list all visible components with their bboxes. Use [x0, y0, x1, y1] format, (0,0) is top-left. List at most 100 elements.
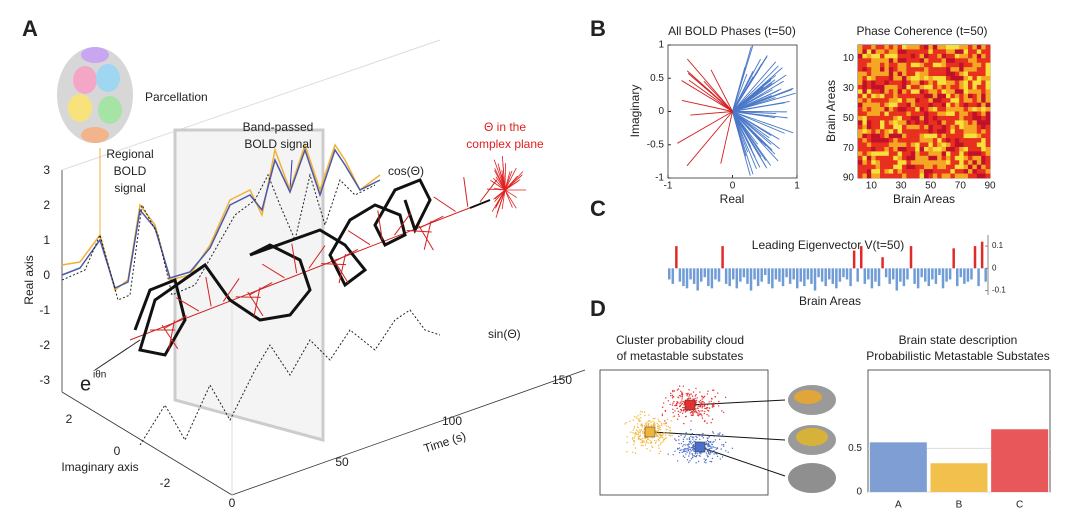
cloud-point-illustration — [689, 460, 691, 462]
heatmap-texture — [959, 169, 964, 174]
cloud-point-illustration — [699, 391, 701, 393]
heatmap-texture — [976, 58, 982, 64]
cloud-point-illustration — [643, 425, 646, 427]
heatmap-texture — [880, 138, 885, 143]
cloud-point-illustration — [652, 420, 654, 423]
heatmap-texture — [897, 115, 903, 121]
cloud-point-illustration — [661, 424, 663, 426]
heatmap-texture — [946, 120, 951, 126]
heatmap-texture — [893, 84, 898, 90]
bar — [803, 268, 806, 287]
cloud-point-illustration — [637, 426, 639, 429]
heatmap-texture — [937, 173, 942, 179]
heatmap-texture — [981, 80, 986, 86]
cloud-point-illustration — [640, 439, 643, 441]
cloud-point-illustration — [721, 410, 723, 412]
cloud-point-illustration — [681, 400, 683, 402]
heatmap-texture — [880, 124, 885, 130]
heatmap-texture — [941, 62, 947, 68]
heatmap-texture — [946, 124, 951, 130]
phase-fan-illustration — [493, 177, 506, 191]
cloud-point-illustration — [707, 444, 709, 447]
heatmap-texture — [906, 138, 912, 143]
heatmap-texture — [937, 133, 942, 139]
heatmap-texture — [897, 93, 903, 99]
x-tick-label: -1 — [664, 181, 673, 192]
cloud-point-illustration — [658, 433, 660, 435]
heatmap-texture — [871, 129, 876, 134]
heatmap-texture — [880, 93, 885, 99]
heatmap-texture — [963, 107, 969, 112]
parcel — [98, 96, 122, 124]
cloud-point-illustration — [695, 433, 697, 436]
heatmap-texture — [932, 111, 938, 117]
cloud-point-illustration — [711, 451, 714, 453]
cloud-point-illustration — [660, 442, 662, 444]
heatmap-texture — [932, 142, 938, 148]
cloud-point-illustration — [706, 393, 709, 395]
heatmap-texture — [950, 76, 956, 81]
heatmap-texture — [954, 80, 960, 86]
heatmap-texture — [862, 107, 868, 112]
heatmap-texture — [884, 115, 890, 121]
cloud-point-illustration — [688, 448, 690, 451]
heatmap-texture — [871, 71, 876, 77]
bar — [739, 268, 742, 282]
cloud-point-illustration — [688, 396, 690, 398]
heatmap-texture — [963, 58, 969, 64]
cloud-point-illustration — [649, 450, 652, 452]
heatmap-texture — [941, 98, 947, 103]
heatmap-texture — [902, 151, 907, 157]
bar — [717, 268, 721, 282]
y-tick-label: 90 — [843, 173, 855, 184]
heatmap-texture — [928, 173, 934, 179]
heatmap-texture — [976, 111, 982, 117]
cloud-point-illustration — [688, 389, 690, 391]
heatmap-texture — [972, 169, 978, 174]
heatmap-texture — [919, 173, 925, 179]
phase-arrow-illustration — [433, 196, 456, 212]
heatmap-texture — [924, 84, 929, 90]
heatmap-texture — [963, 142, 969, 148]
imag-tick-label: 2 — [66, 412, 73, 426]
heatmap-texture — [932, 53, 938, 59]
heatmap-texture — [906, 124, 912, 130]
heatmap-texture — [954, 71, 960, 77]
heatmap-texture — [946, 45, 951, 50]
heatmap-texture — [963, 80, 969, 86]
cloud-point-illustration — [652, 423, 655, 425]
cloud-point-illustration — [650, 424, 652, 426]
cloud-point-illustration — [659, 443, 662, 445]
cloud-point-illustration — [717, 433, 719, 435]
phase-line-illustration — [732, 111, 794, 134]
heatmap-texture — [941, 111, 947, 117]
heatmap-texture — [880, 80, 885, 86]
heatmap-texture — [985, 133, 991, 139]
cloud-point-illustration — [642, 445, 644, 447]
cloud-point-illustration — [703, 458, 705, 460]
bar — [700, 268, 703, 282]
cloud-point-illustration — [648, 414, 650, 416]
heatmap-texture — [981, 71, 986, 77]
heatmap-texture — [915, 98, 920, 103]
phase-fan-illustration — [501, 155, 506, 191]
cloud-point-illustration — [685, 444, 687, 446]
heatmap-texture — [985, 155, 991, 161]
bar — [867, 268, 870, 280]
heatmap-texture — [871, 93, 876, 99]
cloud-point-illustration — [695, 387, 697, 390]
cloud-point-illustration — [671, 394, 674, 397]
heatmap-texture — [862, 53, 868, 59]
cluster-center — [684, 399, 696, 411]
heatmap-texture — [862, 84, 868, 90]
x-tick-label: 70 — [955, 181, 967, 192]
cloud-point-illustration — [680, 410, 683, 412]
heatmap-texture — [941, 124, 947, 130]
heatmap-texture — [884, 89, 890, 95]
cloud-point-illustration — [685, 453, 687, 455]
cloud-point-illustration — [709, 447, 712, 449]
heatmap-texture — [866, 62, 872, 68]
cloud-point-illustration — [666, 418, 669, 421]
cloud-point-illustration — [692, 391, 695, 393]
cloud-point-illustration — [659, 450, 662, 453]
